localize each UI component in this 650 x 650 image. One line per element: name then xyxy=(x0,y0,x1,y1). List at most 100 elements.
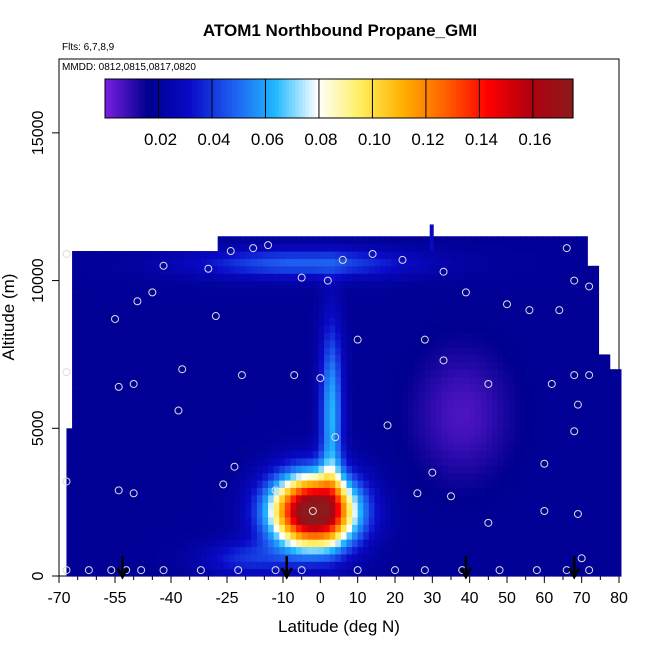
heatmap-cell xyxy=(212,383,219,392)
heatmap-cell xyxy=(447,420,454,429)
heatmap-cell xyxy=(352,420,359,429)
heatmap-cell xyxy=(296,420,303,429)
heatmap-cell xyxy=(139,487,146,496)
heatmap-cell xyxy=(587,310,594,319)
heatmap-cell xyxy=(245,332,252,341)
heatmap-cell xyxy=(128,539,135,548)
heatmap-cell xyxy=(301,479,308,488)
heatmap-cell xyxy=(100,465,107,474)
heatmap-cell xyxy=(128,561,135,570)
heatmap-cell xyxy=(408,509,415,518)
heatmap-cell xyxy=(374,339,381,348)
heatmap-cell xyxy=(212,361,219,370)
heatmap-cell xyxy=(128,494,135,503)
heatmap-cell xyxy=(408,435,415,444)
heatmap-cell xyxy=(452,361,460,370)
heatmap-cell xyxy=(352,369,359,378)
heatmap-cell xyxy=(564,428,572,437)
heatmap-cell xyxy=(167,494,174,503)
heatmap-cell xyxy=(329,383,336,392)
colorbar-swatch xyxy=(308,79,313,118)
heatmap-cell xyxy=(352,472,359,481)
heatmap-cell xyxy=(223,287,230,296)
heatmap-cell xyxy=(346,413,353,422)
x-axis-label: Latitude (deg N) xyxy=(278,617,400,636)
heatmap-cell xyxy=(531,546,538,555)
heatmap-cell xyxy=(436,391,443,400)
heatmap-cell xyxy=(464,516,471,525)
heatmap-cell xyxy=(296,546,303,555)
heatmap-cell xyxy=(408,273,415,282)
heatmap-cell xyxy=(312,435,320,444)
heatmap-cell xyxy=(508,494,516,503)
colorbar-swatch xyxy=(402,79,407,118)
heatmap-cell xyxy=(335,494,342,503)
heatmap-cell xyxy=(570,236,577,245)
heatmap-cell xyxy=(335,236,342,245)
heatmap-cell xyxy=(296,280,303,289)
heatmap-cell xyxy=(223,295,230,304)
colorbar-swatch xyxy=(472,79,477,118)
heatmap-cell xyxy=(251,561,258,570)
heatmap-cell xyxy=(548,450,555,459)
heatmap-cell xyxy=(419,561,426,570)
heatmap-cell xyxy=(172,280,180,289)
heatmap-cell xyxy=(587,369,594,378)
heatmap-cell xyxy=(228,494,236,503)
heatmap-cell xyxy=(172,310,180,319)
heatmap-cell xyxy=(581,280,588,289)
heatmap-cell xyxy=(189,273,196,282)
heatmap-cell xyxy=(284,472,292,481)
heatmap-cell xyxy=(324,553,331,562)
heatmap-cell xyxy=(100,295,107,304)
heatmap-cell xyxy=(531,524,538,533)
heatmap-cell xyxy=(391,428,398,437)
heatmap-cell xyxy=(318,435,325,444)
heatmap-cell xyxy=(83,487,90,496)
heatmap-cell xyxy=(548,302,555,311)
heatmap-cell xyxy=(436,332,443,341)
heatmap-cell xyxy=(206,258,213,267)
heatmap-cell xyxy=(312,428,320,437)
heatmap-cell xyxy=(542,280,549,289)
heatmap-cell xyxy=(245,420,252,429)
heatmap-cell xyxy=(525,516,532,525)
heatmap-cell xyxy=(430,561,437,570)
heatmap-cell xyxy=(430,509,437,518)
heatmap-cell xyxy=(559,243,566,252)
heatmap-cell xyxy=(150,539,157,548)
heatmap-cell xyxy=(464,546,471,555)
heatmap-cell xyxy=(452,258,460,267)
heatmap-cell xyxy=(251,472,258,481)
heatmap-cell xyxy=(284,273,292,282)
heatmap-cell xyxy=(94,494,101,503)
heatmap-cell xyxy=(576,494,583,503)
heatmap-cell xyxy=(464,280,471,289)
heatmap-cell xyxy=(352,406,359,415)
heatmap-cell xyxy=(223,383,230,392)
heatmap-cell xyxy=(486,354,493,363)
heatmap-cell xyxy=(486,539,493,548)
heatmap-cell xyxy=(503,236,510,245)
heatmap-cell xyxy=(184,465,191,474)
heatmap-cell xyxy=(514,472,521,481)
heatmap-cell xyxy=(88,347,96,356)
heatmap-cell xyxy=(486,310,493,319)
heatmap-cell xyxy=(240,524,247,533)
heatmap-cell xyxy=(172,347,180,356)
heatmap-cell xyxy=(290,376,297,385)
heatmap-cell xyxy=(368,295,376,304)
heatmap-cell xyxy=(279,376,286,385)
heatmap-cell xyxy=(559,516,566,525)
heatmap-cell xyxy=(122,302,129,311)
heatmap-cell xyxy=(492,494,499,503)
heatmap-cell xyxy=(514,465,521,474)
heatmap-cell xyxy=(296,324,303,333)
heatmap-cell xyxy=(452,502,460,511)
heatmap-cell xyxy=(318,280,325,289)
heatmap-cell xyxy=(464,251,471,260)
heatmap-cell xyxy=(396,347,404,356)
heatmap-cell xyxy=(357,302,364,311)
heatmap-cell xyxy=(508,406,516,415)
heatmap-cell xyxy=(559,428,566,437)
